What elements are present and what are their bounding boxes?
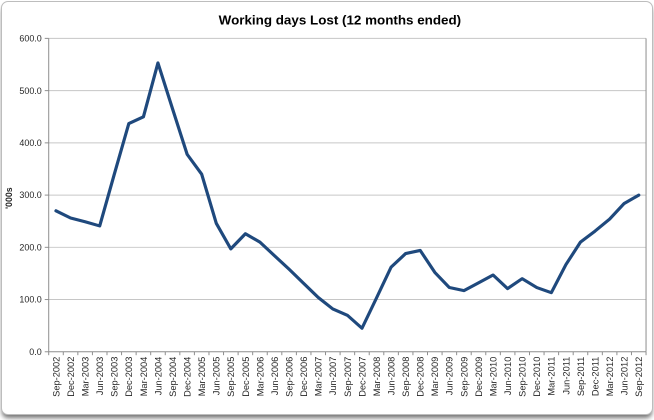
x-tick-label: Mar-2012: [605, 357, 615, 397]
x-tick-label: Jun-2012: [619, 357, 629, 396]
x-tick-label: Jun-2009: [445, 357, 455, 396]
y-axis-title: '000s: [4, 187, 14, 209]
x-tick-label: Mar-2009: [430, 357, 440, 397]
series-line: [54, 61, 641, 330]
y-tick-label: 0.0: [29, 347, 41, 357]
x-tick-label: Jun-2005: [212, 357, 222, 396]
x-tick-label: Mar-2006: [255, 357, 265, 397]
x-tick-label: Mar-2003: [80, 357, 90, 397]
x-tick-label: Jun-2003: [95, 357, 105, 396]
plot-area: 0.0 100.0 200.0 300.0 400.0 500.0 600.0 Sep-200…: [19, 34, 647, 397]
x-tick-label: Sep-2011: [576, 357, 586, 396]
x-tick-label: Jun-2011: [561, 357, 571, 395]
x-tick-label: Jun-2007: [328, 357, 338, 396]
x-tick-label: Sep-2010: [518, 357, 528, 397]
y-tick-label: 200.0: [19, 243, 41, 253]
x-tick-label: Sep-2012: [634, 357, 644, 397]
x-tick-label: Mar-2011: [547, 357, 557, 396]
x-tick-label: Jun-2004: [153, 357, 163, 396]
x-tick-label: Dec-2010: [532, 357, 542, 397]
x-tick-label: Sep-2006: [284, 357, 294, 397]
x-tick-label: Sep-2004: [168, 357, 178, 397]
x-tick-label: Sep-2002: [51, 357, 61, 397]
x-tick-label: Mar-2004: [139, 357, 149, 397]
x-tick-label: Sep-2007: [343, 357, 353, 397]
x-tick-label: Sep-2005: [226, 357, 236, 397]
x-tick-label: Dec-2009: [474, 357, 484, 397]
x-tick-label: Sep-2008: [401, 357, 411, 397]
chart-canvas: 0.0 100.0 200.0 300.0 400.0 500.0 600.0 Sep-200…: [4, 13, 647, 397]
x-tick-label: Dec-2005: [241, 357, 251, 397]
x-tick-label: Dec-2007: [357, 357, 367, 397]
y-tick-label: 300.0: [19, 190, 41, 200]
y-tick-label: 600.0: [19, 34, 41, 44]
y-tick-label: 100.0: [19, 295, 41, 305]
x-tick-label: Mar-2008: [372, 357, 382, 397]
y-tick-label: 500.0: [19, 86, 41, 96]
x-tick-label: Mar-2007: [314, 357, 324, 397]
x-tick-label: Sep-2003: [110, 357, 120, 397]
chart-title: Working days Lost (12 months ended): [219, 13, 461, 28]
y-tick-label: 400.0: [19, 138, 41, 148]
x-tick-label: Dec-2011: [590, 357, 600, 396]
x-tick-label: Mar-2010: [488, 357, 498, 397]
x-tick-label: Dec-2003: [124, 357, 134, 397]
x-tick-label: Jun-2006: [270, 357, 280, 396]
x-tick-label: Dec-2008: [416, 357, 426, 397]
x-tick-label: Dec-2004: [182, 357, 192, 397]
x-tick-label: Sep-2009: [459, 357, 469, 397]
x-tick-label: Dec-2002: [66, 357, 76, 397]
x-tick-label: Jun-2010: [503, 357, 513, 396]
x-tick-label: Mar-2005: [197, 357, 207, 397]
x-tick-label: Jun-2008: [386, 357, 396, 396]
x-tick-label: Dec-2006: [299, 357, 309, 397]
